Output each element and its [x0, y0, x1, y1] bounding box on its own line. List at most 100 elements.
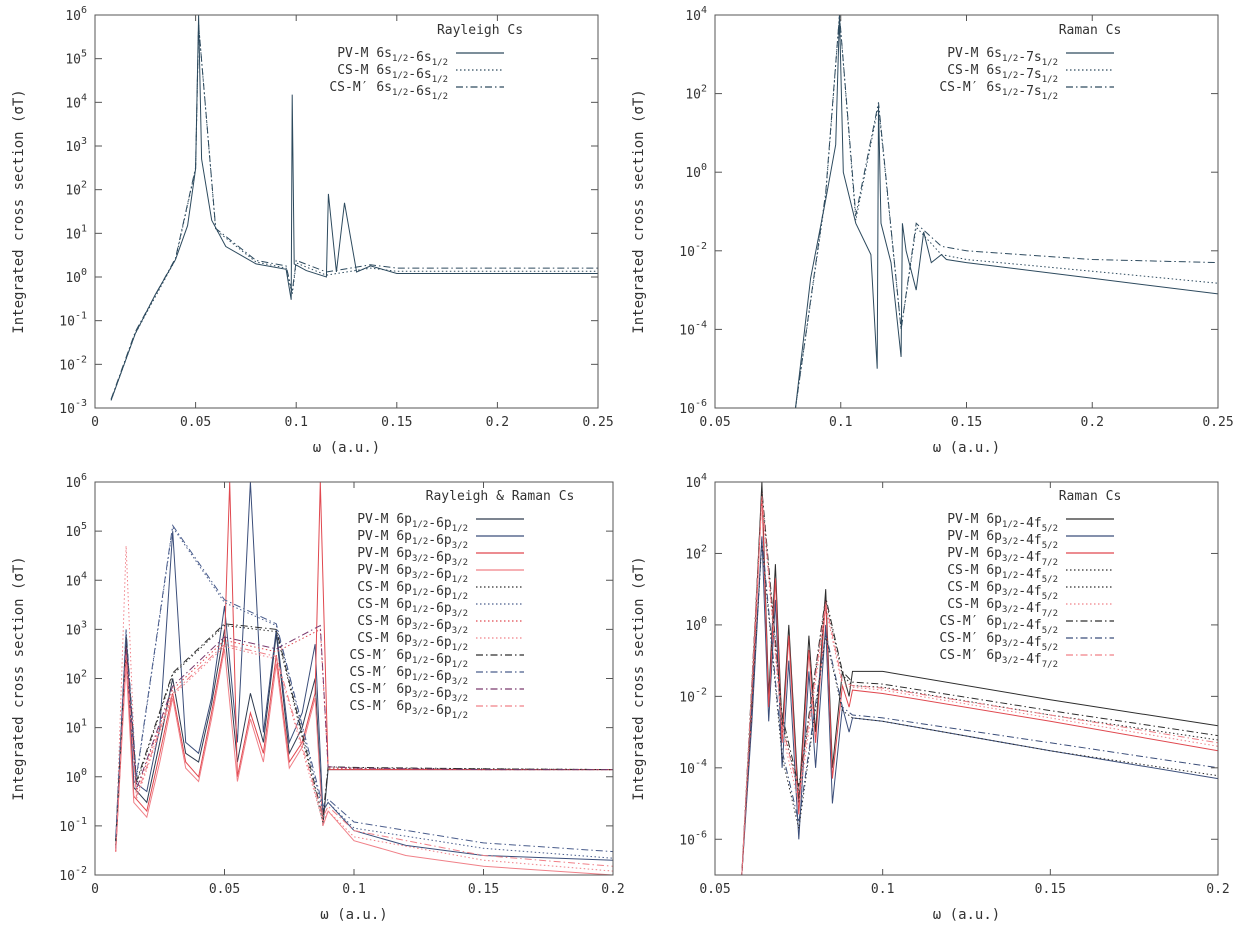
y-tick-label: 10-4 [679, 758, 707, 777]
y-tick-label: 100 [685, 162, 707, 181]
legend-title: Raman Cs [1059, 23, 1122, 38]
y-tick-label: 102 [685, 84, 707, 103]
x-tick-label: 0.2 [601, 882, 624, 897]
legend-label: CS-M′ 6s1/2-6s1/2 [329, 80, 448, 102]
legend-label: CS-M 6p1/2-4f5/2 [947, 563, 1058, 585]
series-line-3 [110, 24, 598, 400]
y-tick-label: 10-2 [59, 354, 87, 373]
y-tick-label: 103 [65, 136, 87, 155]
series-line-2 [741, 536, 1218, 875]
legend-label: CS-M′ 6p1/2-4f5/2 [939, 614, 1058, 636]
series-group [741, 482, 1218, 875]
series-line-5 [741, 542, 1218, 875]
x-tick-label: 0.15 [381, 415, 412, 430]
legend-label: PV-M 6p1/2-6p1/2 [357, 512, 468, 534]
series-line-1 [795, 15, 1218, 408]
legend-label: PV-M 6p1/2-6p3/2 [357, 529, 468, 551]
x-tick-label: 0.15 [468, 882, 499, 897]
legend-label: CS-M 6p1/2-6p3/2 [357, 597, 468, 619]
y-axis-label: Integrated cross section (σT) [631, 556, 647, 800]
series-line-6 [115, 525, 613, 859]
y-tick-label: 104 [685, 472, 707, 491]
chart-panel-top-right: 0.05 0.1 0.15 0.2 0.25 10-6 10-4 10-2 100 102 104 ω… [631, 5, 1234, 456]
legend-label: PV-M 6p3/2-6p3/2 [357, 546, 468, 568]
plot-frame [94, 14, 599, 409]
x-tick-label: 0.15 [951, 415, 982, 430]
series-group [115, 482, 613, 875]
chart-panel-bottom-left: 0 0.05 0.1 0.15 0.2 10-2 10-1 100 101 102 103 104 10… [11, 472, 625, 923]
y-tick-label: 102 [65, 180, 87, 199]
y-tick-label: 105 [65, 49, 87, 68]
series-line-8 [741, 539, 1218, 875]
y-tick-label: 10-2 [679, 241, 707, 260]
y-tick-label: 103 [65, 619, 87, 638]
x-tick-label: 0.05 [209, 882, 240, 897]
x-tick-label: 0.05 [699, 882, 730, 897]
legend-label: CS-M′ 6p3/2-4f7/2 [939, 648, 1058, 670]
series-line-2 [795, 15, 1218, 408]
legend-label: CS-M 6p3/2-4f7/2 [947, 597, 1058, 619]
legend-label: PV-M 6s1/2-6s1/2 [337, 46, 448, 68]
series-group [795, 15, 1218, 408]
x-tick-label: 0 [91, 415, 99, 430]
legend-label: CS-M′ 6s1/2-7s1/2 [939, 80, 1058, 102]
y-tick-label: 102 [685, 543, 707, 562]
series-line-3 [795, 15, 1218, 408]
x-tick-label: 0.05 [699, 415, 730, 430]
legend-label: CS-M 6p3/2-6p3/2 [357, 614, 468, 636]
plot-frame [714, 481, 1219, 876]
series-line-7 [115, 628, 613, 852]
series-line-4 [115, 648, 613, 875]
x-axis-label: ω (a.u.) [313, 440, 380, 456]
y-tick-label: 10-6 [679, 829, 707, 848]
series-group [110, 15, 598, 401]
x-axis-label: ω (a.u.) [933, 440, 1000, 456]
legend-title: Rayleigh & Raman Cs [426, 489, 575, 504]
y-axis-label: Integrated cross section (σT) [11, 556, 27, 800]
series-line-10 [115, 524, 613, 853]
y-tick-label: 10-1 [59, 311, 87, 330]
y-tick-label: 10-6 [679, 398, 707, 417]
series-line-3 [115, 482, 613, 852]
series-line-7 [741, 489, 1218, 875]
legend-label: PV-M 6p3/2-6p1/2 [357, 563, 468, 585]
legend-label: CS-M′ 6p3/2-6p1/2 [349, 699, 468, 721]
series-line-1 [110, 15, 598, 401]
x-tick-label: 0.25 [1202, 415, 1233, 430]
y-tick-label: 101 [65, 223, 87, 242]
legend-label: CS-M 6s1/2-6s1/2 [337, 63, 448, 85]
x-tick-label: 0.2 [1206, 882, 1229, 897]
y-tick-label: 10-4 [679, 319, 707, 338]
x-tick-label: 0 [91, 882, 99, 897]
x-tick-label: 0.25 [582, 415, 613, 430]
legend-label: PV-M 6s1/2-7s1/2 [947, 46, 1058, 68]
legend-label: CS-M′ 6p3/2-4f5/2 [939, 631, 1058, 653]
series-line-2 [110, 24, 598, 401]
y-tick-label: 104 [65, 570, 87, 589]
y-tick-label: 101 [65, 718, 87, 737]
y-tick-label: 106 [65, 5, 87, 24]
y-tick-label: 10-1 [59, 816, 87, 835]
series-line-9 [115, 623, 613, 841]
x-tick-label: 0.05 [180, 415, 211, 430]
y-tick-label: 100 [685, 615, 707, 634]
y-tick-label: 104 [65, 92, 87, 111]
y-tick-label: 10-2 [59, 865, 87, 884]
series-line-12 [115, 643, 613, 867]
y-tick-label: 100 [65, 267, 87, 286]
legend-title: Raman Cs [1059, 489, 1122, 504]
chart-panel-bottom-right: 0.05 0.1 0.15 0.2 10-6 10-4 10-2 100 102 104 ω (a.… [631, 472, 1230, 923]
y-tick-label: 10-3 [59, 398, 87, 417]
x-tick-label: 0.1 [871, 882, 894, 897]
y-tick-label: 106 [65, 472, 87, 491]
x-axis-label: ω (a.u.) [933, 907, 1000, 923]
legend-title: Rayleigh Cs [437, 23, 523, 38]
x-tick-label: 0.1 [284, 415, 307, 430]
y-tick-label: 102 [65, 669, 87, 688]
y-axis-label: Integrated cross section (σT) [11, 89, 27, 333]
legend-label: CS-M′ 6p1/2-6p1/2 [349, 648, 468, 670]
chart-panel-top-left: 0 0.05 0.1 0.15 0.2 0.25 10-3 10-2 10-1 100 101 102… [11, 5, 614, 456]
